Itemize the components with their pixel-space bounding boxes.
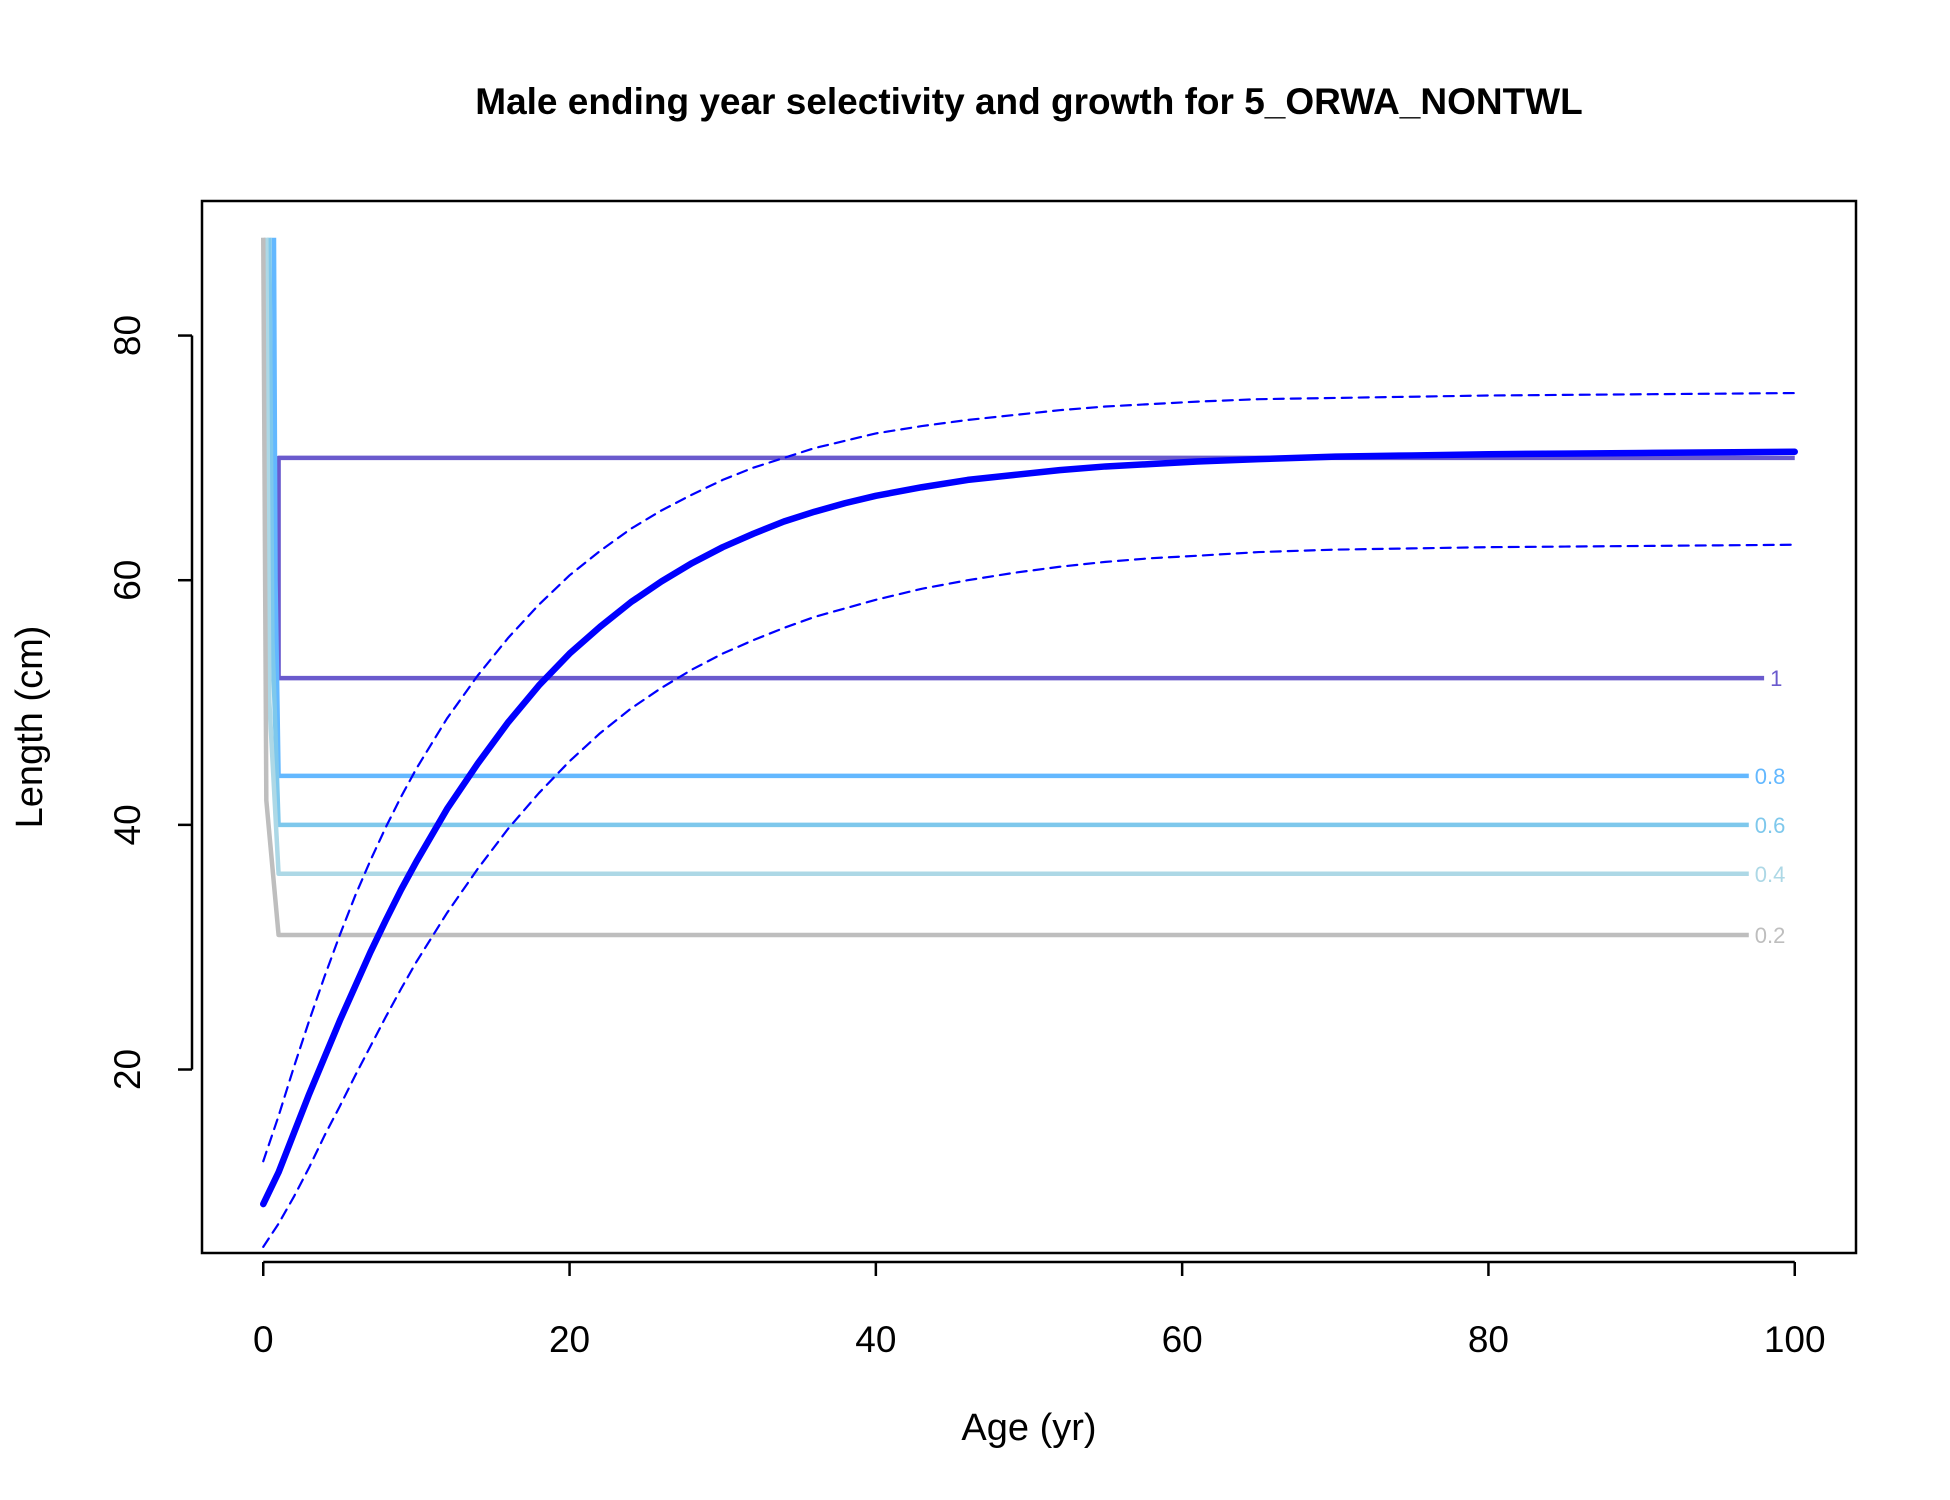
contour-label-0-8: 0.8 — [1755, 764, 1786, 789]
growth-upper-dashed-line — [262, 391, 1796, 1163]
x-tick-label: 40 — [855, 1319, 896, 1360]
contour-label-0-4: 0.4 — [1755, 862, 1786, 887]
contour-label-0-2: 0.2 — [1755, 923, 1786, 948]
x-tick-label: 20 — [549, 1319, 590, 1360]
x-tick-label: 60 — [1162, 1319, 1203, 1360]
selectivity-contour-0-4 — [264, 237, 1749, 877]
contour-label-1: 1 — [1770, 666, 1782, 691]
selectivity-contour-0-8 — [271, 237, 1749, 779]
axes: 0 20 40 60 80 100 20 40 60 80 — [107, 315, 1826, 1360]
y-tick-label: 80 — [107, 315, 148, 356]
plot-area: 1 0.8 0.6 0.4 0.2 — [260, 237, 1798, 1248]
x-tick-label: 80 — [1468, 1319, 1509, 1360]
x-axis-label: Age (yr) — [961, 1407, 1096, 1449]
y-axis-label: Length (cm) — [9, 626, 51, 829]
chart-title: Male ending year selectivity and growth … — [475, 81, 1582, 122]
selectivity-contour-0-6 — [267, 237, 1749, 828]
growth-lower-dashed-line — [262, 543, 1796, 1248]
selectivity-contour-1 — [276, 455, 1795, 679]
plot-frame — [200, 199, 1858, 1255]
growth-mean-line — [260, 448, 1798, 1208]
y-tick-label: 40 — [107, 804, 148, 845]
selectivity-contour-0-2 — [261, 237, 1749, 938]
x-tick-label: 100 — [1764, 1319, 1826, 1360]
y-tick-label: 20 — [107, 1049, 148, 1090]
x-tick-label: 0 — [253, 1319, 274, 1360]
contour-label-0-6: 0.6 — [1755, 813, 1786, 838]
y-tick-label: 60 — [107, 560, 148, 601]
